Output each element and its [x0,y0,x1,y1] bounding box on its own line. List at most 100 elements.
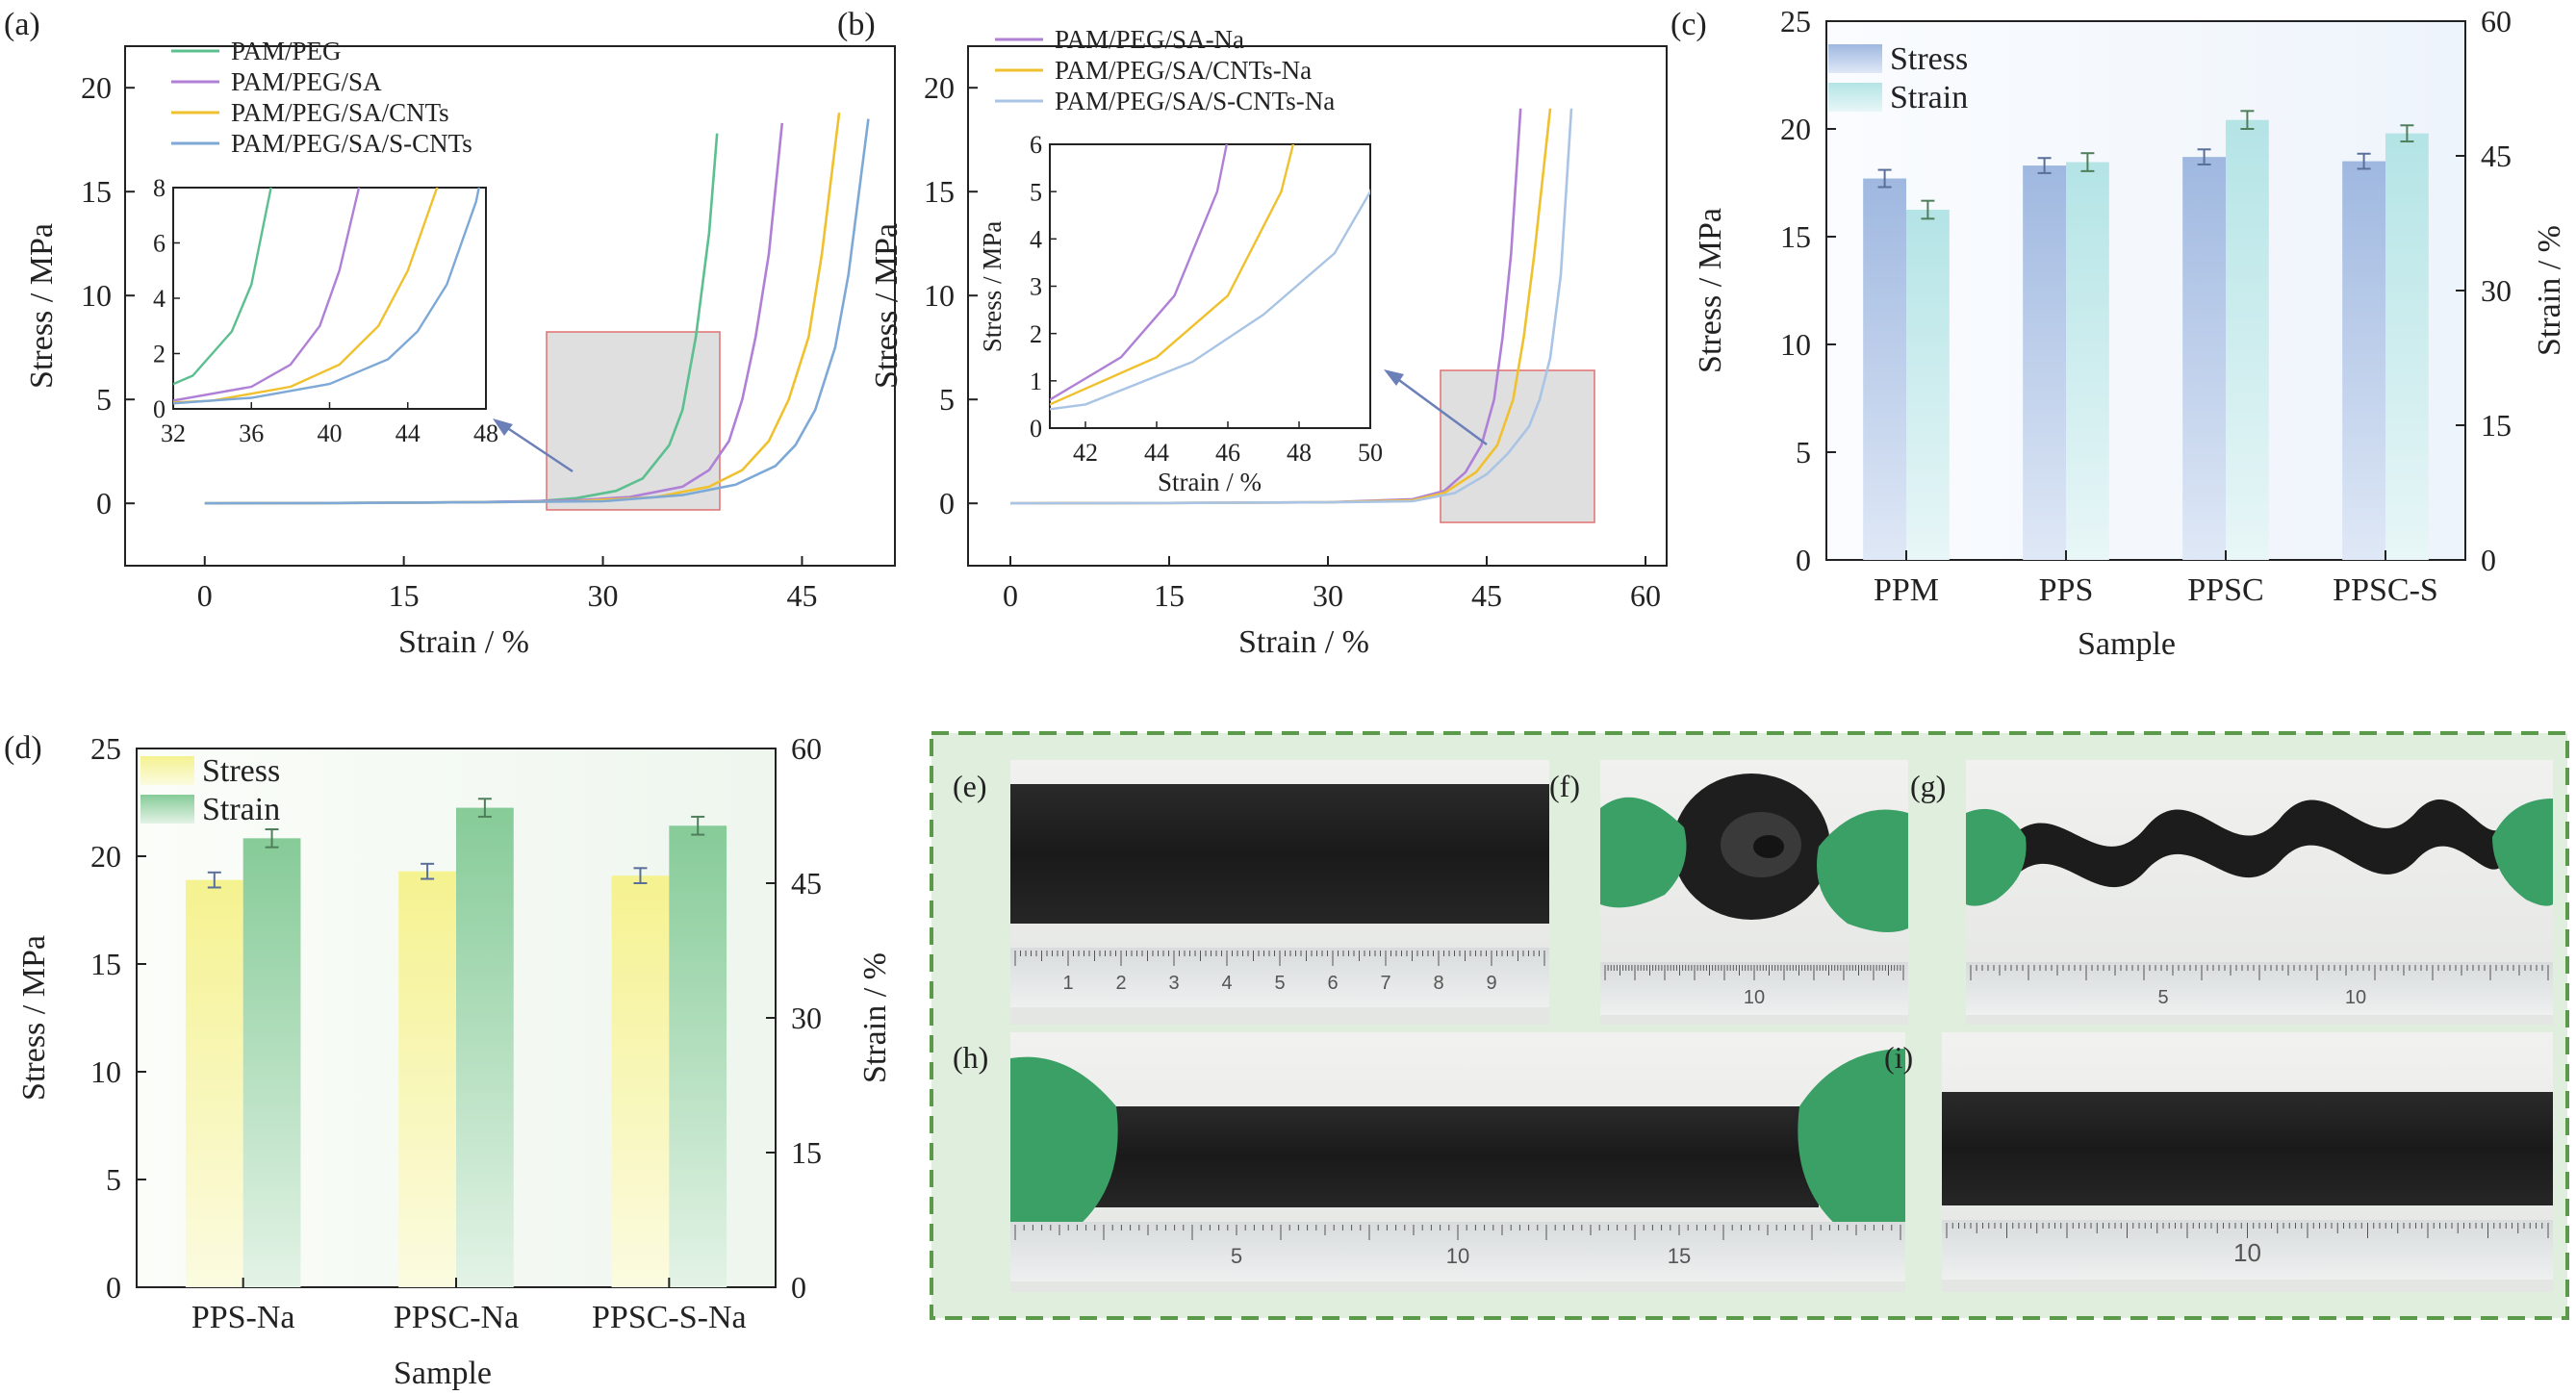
x-tick-label: 0 [1003,578,1018,613]
photo-label: (i) [1884,1040,1913,1075]
y-tick-label: 10 [924,278,955,313]
panel-label: (d) [4,730,42,766]
y-tick-label-left: 0 [1796,543,1811,577]
inset-series-line [173,188,361,402]
inset-series-line [1050,144,1228,401]
ruler-ticks: 5 10 15 [1014,1225,1901,1268]
photo-e: 1 2 3 4 5 6 7 8 9 (e) [953,760,1549,1025]
ruler-number: 5 [1274,973,1285,994]
y-tick-label-right: 45 [791,866,822,900]
axis-label-y-left: Stress / MPa [1693,208,1728,373]
ruler-number: 6 [1327,973,1338,994]
bar [2066,162,2109,561]
bar-group [185,798,727,1287]
plot-area [124,45,896,567]
legend-entry: Strain [1890,80,1968,115]
ruler-number: 5 [2157,987,2168,1008]
axis-ticks: PPS-Na PPSC-Na PPSC-S-Na 0 5 10 15 20 25 0 15 30 45 6… [90,731,822,1335]
inset-x-tick-label: 40 [318,419,343,447]
bar [2385,133,2429,560]
x-tick-label: PPSC-S-Na [592,1300,747,1335]
y-tick-label-right: 15 [2481,408,2512,443]
ruler-number: 8 [1433,973,1443,994]
bar [242,838,301,1287]
x-tick-label: PPSC-Na [394,1300,519,1335]
panel-c: PPM PPS PPSC PPSC-S 0 5 10 15 20 25 0 15 30 45 60 Stre… [1671,4,2567,662]
x-tick-label: 15 [1154,578,1185,613]
legend-swatch [140,795,194,824]
series-line [1009,108,1573,505]
inset-series-line [173,188,480,405]
series-group [204,112,870,505]
legend-entry: Stress [202,753,280,789]
y-tick-label-right: 0 [791,1270,806,1305]
y-tick-label: 10 [81,278,112,313]
inset-y-tick-label: 0 [1030,415,1042,443]
ruler-number: 10 [1744,987,1765,1008]
y-tick-label-left: 25 [1780,4,1811,38]
panel-label: (a) [4,7,40,42]
y-tick-label: 5 [939,382,955,417]
axis-label-x: Strain / % [398,624,529,660]
y-tick-label-left: 20 [1780,112,1811,146]
legend-entry: PAM/PEG/SA [231,67,382,96]
x-tick-label: PPS [2039,572,2094,608]
y-tick-label-left: 25 [90,731,121,766]
film-strip [1942,1092,2553,1205]
y-tick-label: 5 [96,382,112,417]
inset-y-tick-label: 6 [153,230,166,258]
panel-label: (c) [1671,7,1707,42]
photo-i: 10 (i) [1884,1032,2553,1292]
glove-right [1798,1049,1905,1242]
ruler-ticks: 10 [1946,1223,2549,1267]
inset-axis-ticks: 32 36 40 44 48 0 2 4 6 8 [153,174,498,447]
x-tick-label: 45 [1471,578,1502,613]
bar [611,875,670,1287]
ruler-ticks: 10 [1604,965,1904,1008]
inset-y-tick-label: 3 [1030,273,1042,301]
ruler-ticks: 5 10 [1970,965,2549,1008]
axis-label-y: Stress / MPa [24,223,60,389]
inset-y-tick-label: 8 [153,174,166,202]
bar-group [1863,110,2429,561]
axis-ticks: PPM PPS PPSC PPSC-S 0 5 10 15 20 25 0 15 30 45 60 [1780,4,2512,608]
inset-axis-label-y: Stress / MPa [978,221,1007,353]
y-tick-label: 15 [924,174,955,209]
ruler-number: 1 [1062,973,1073,994]
inset-x-tick-label: 48 [1287,439,1312,467]
series-group [1009,108,1573,505]
ruler-number: 7 [1380,973,1390,994]
x-tick-label: 30 [1313,578,1343,613]
photo-f: 10 (f) [1549,760,1908,1025]
y-tick-label-right: 0 [2481,543,2496,577]
inset-plot-area [1049,143,1371,429]
y-tick-label: 0 [96,486,112,520]
glove-left [1966,808,2027,906]
bar [2226,119,2269,561]
inset-y-tick-label: 2 [1030,320,1042,348]
y-tick-label: 0 [939,486,955,520]
x-tick-label: PPSC-S [2333,572,2438,608]
y-tick-label-right: 60 [2481,4,2512,38]
photo-label: (h) [953,1040,988,1075]
legend-entry: PAM/PEG/SA/S-CNTs-Na [1055,87,1335,115]
glove-left [1010,1056,1118,1242]
inset-y-tick-label: 5 [1030,178,1042,206]
axis-label-y-left: Stress / MPa [16,935,52,1101]
inset-y-tick-label: 0 [153,395,166,423]
photo-label: (f) [1549,769,1580,803]
legend-entry: Strain [202,792,280,827]
y-tick-label-left: 5 [1796,435,1811,469]
legend-swatch [1828,83,1882,112]
legend: PAM/PEG/SA-NaPAM/PEG/SA/CNTs-NaPAM/PEG/S… [995,25,1335,115]
inset-y-tick-label: 1 [1030,368,1042,395]
y-tick-label: 20 [81,70,112,105]
photo-g: 5 10 (g) [1910,760,2553,1025]
legend-swatch [140,756,194,785]
bar [185,879,243,1287]
